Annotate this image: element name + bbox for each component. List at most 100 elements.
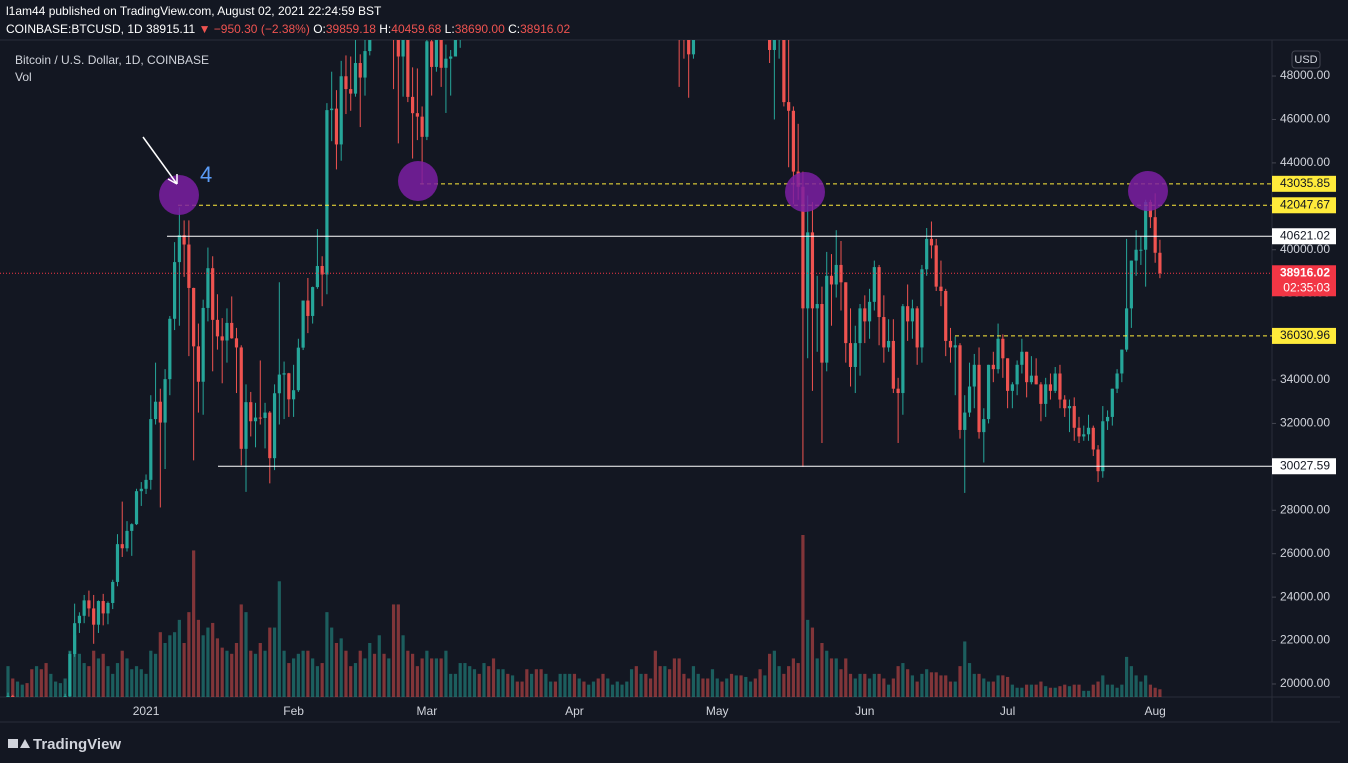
volume-bar (582, 681, 586, 697)
candle-body (948, 340, 953, 348)
candle-body (1134, 249, 1138, 261)
volume-bar (39, 669, 43, 697)
highlight-circle (1128, 171, 1168, 211)
candle-body (972, 364, 976, 387)
volume-bar (682, 673, 686, 697)
volume-bar (349, 666, 353, 697)
candle-body (144, 479, 148, 489)
volume-bar (206, 627, 210, 697)
candle-body (334, 108, 339, 145)
candle-body (853, 343, 857, 367)
highlight-circle (159, 175, 199, 215)
volume-bar (401, 635, 405, 697)
volume-bar (6, 666, 10, 697)
candle-body (1129, 260, 1133, 309)
volume-bar (729, 673, 734, 697)
candle-body (182, 235, 186, 245)
volume-bar (234, 643, 239, 697)
level-label-box (1272, 327, 1336, 344)
volume-bar (896, 666, 900, 697)
volume-bar (96, 658, 101, 697)
candle-body (1125, 308, 1129, 350)
volume-bar (748, 681, 753, 697)
candle-body (1110, 388, 1114, 417)
volume-bar (1110, 684, 1114, 697)
candle-body (877, 267, 881, 318)
volume-bar (1044, 686, 1048, 697)
volume-bar (1091, 684, 1095, 697)
candle-body (967, 386, 972, 413)
volume-bar (491, 658, 496, 697)
x-tick-label: 2021 (133, 704, 160, 718)
volume-bar (563, 673, 567, 697)
candle-body (187, 244, 191, 288)
y-tick-label: 40000.00 (1280, 242, 1330, 256)
candle-body (687, 40, 691, 55)
x-tick-label: Aug (1144, 704, 1165, 718)
x-tick-label: Mar (417, 704, 438, 718)
candle-body (1063, 399, 1067, 409)
candle-body (82, 600, 86, 616)
volume-bar (239, 604, 243, 697)
volume-bar (106, 666, 110, 697)
volume-bar (1015, 687, 1019, 697)
tradingview-logo (8, 739, 30, 748)
volume-bar (948, 681, 953, 697)
candle-body (220, 336, 224, 341)
volume-bar (810, 627, 815, 697)
volume-bar (1139, 681, 1143, 697)
candle-body (339, 76, 343, 145)
volume-bar (658, 666, 662, 697)
volume-bar (844, 658, 848, 697)
field-label: C: (508, 22, 520, 36)
candle-body (887, 340, 891, 348)
volume-bar (944, 675, 948, 697)
volume-bar (777, 666, 781, 697)
volume-bar (739, 675, 743, 697)
volume-bar (882, 678, 886, 697)
volume-bar (34, 666, 39, 697)
volume-bar (196, 619, 200, 697)
volume-bar (1120, 684, 1124, 697)
candle-body (991, 364, 995, 370)
volume-bar (11, 678, 15, 697)
level-label-box (1272, 197, 1336, 214)
field-label: H: (379, 22, 391, 36)
candle-body (1039, 384, 1043, 404)
last-price-label: 38916.02 (1280, 265, 1330, 279)
symbol: COINBASE:BTCUSD, 1D (6, 22, 143, 36)
candle-body (420, 116, 424, 137)
volume-bar (672, 658, 676, 697)
volume-bar (820, 643, 824, 697)
volume-bar (411, 653, 415, 697)
candle-body (330, 108, 334, 111)
field-value: 38690.00 (455, 22, 505, 36)
volume-bar (134, 666, 139, 697)
candle-body (192, 287, 196, 347)
volume-bar (173, 632, 177, 697)
candle-body (211, 268, 215, 320)
candle-body (939, 286, 943, 291)
volume-bar (73, 635, 77, 697)
volume-bar (344, 650, 348, 697)
volume-bar (1077, 684, 1081, 697)
candle-body (173, 262, 177, 319)
volume-bar (772, 650, 776, 697)
candle-body (1006, 358, 1010, 391)
volume-bar (796, 663, 800, 697)
volume-bar (82, 663, 86, 697)
candle-body (1048, 384, 1053, 391)
candle-body (92, 608, 96, 625)
volume-bar (910, 675, 914, 697)
volume-bar (825, 650, 829, 697)
volume-bar (439, 658, 443, 697)
volume-bar (1025, 684, 1029, 697)
volume-bar (953, 681, 957, 697)
candle-body (158, 401, 162, 423)
volume-bar (568, 673, 572, 697)
volume-bar (168, 635, 172, 697)
currency-box[interactable] (1291, 50, 1321, 69)
volume-bar (282, 650, 286, 697)
level-label: 40621.02 (1280, 228, 1330, 242)
